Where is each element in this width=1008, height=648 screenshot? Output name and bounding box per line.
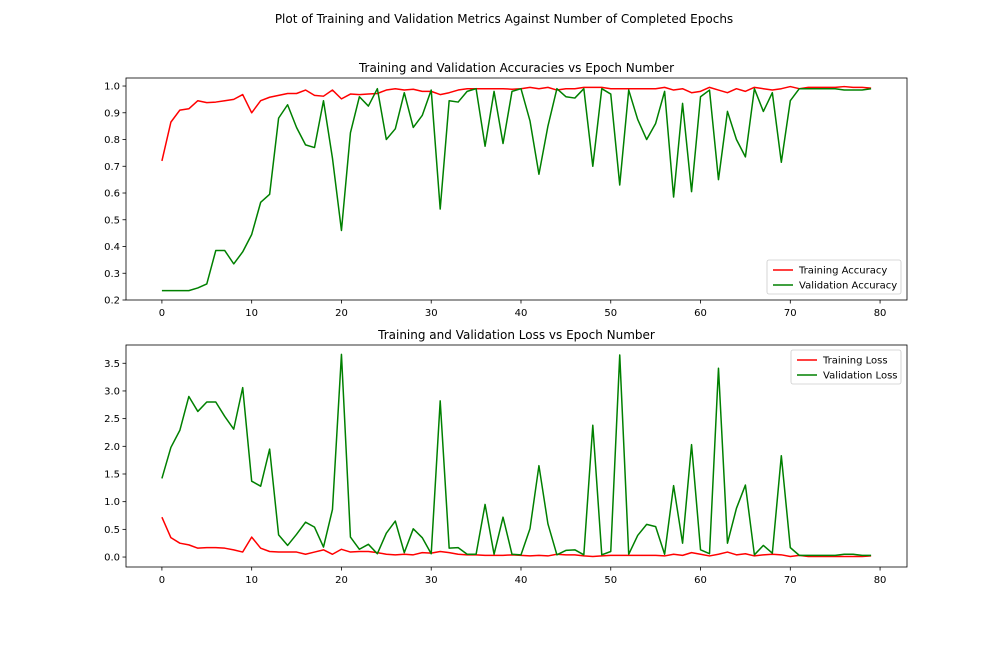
x-tick-label: 50 <box>604 308 617 319</box>
x-tick-label: 40 <box>515 575 528 586</box>
accuracy-panel: Training and Validation Accuracies vs Ep… <box>104 61 908 319</box>
x-tick-label: 70 <box>784 575 797 586</box>
y-tick-label: 2.5 <box>104 414 120 425</box>
y-tick-label: 0.8 <box>104 135 120 146</box>
x-tick-label: 20 <box>335 308 348 319</box>
legend: Training Accuracy Validation Accuracy <box>766 259 902 295</box>
legend-label-training-accuracy: Training Accuracy <box>798 266 887 277</box>
legend-label-validation-loss: Validation Loss <box>823 371 898 382</box>
y-tick-label: 0.2 <box>104 296 120 307</box>
x-tick-label: 0 <box>159 308 165 319</box>
axes-frame <box>125 77 908 301</box>
x-tick-label: 0 <box>159 575 165 586</box>
y-tick-label: 0.4 <box>104 242 120 253</box>
x-tick-label: 80 <box>874 308 887 319</box>
y-tick-label: 0.0 <box>104 553 120 564</box>
y-tick-label: 0.5 <box>104 525 120 536</box>
y-tick-label: 3.5 <box>104 359 120 370</box>
x-tick-label: 60 <box>694 308 707 319</box>
x-tick-label: 60 <box>694 575 707 586</box>
legend-box <box>766 259 902 295</box>
x-tick-label: 50 <box>604 575 617 586</box>
legend: Training Loss Validation Loss <box>790 349 902 385</box>
y-tick-label: 0.9 <box>104 108 120 119</box>
legend-label-validation-accuracy: Validation Accuracy <box>799 281 897 292</box>
x-tick-label: 10 <box>245 308 258 319</box>
x-tick-label: 10 <box>245 575 258 586</box>
y-tick-label: 0.3 <box>104 269 120 280</box>
series-line-validation-loss <box>161 353 872 557</box>
x-tick-label: 30 <box>425 575 438 586</box>
x-tick-label: 30 <box>425 308 438 319</box>
series-line-validation-accuracy <box>161 87 872 292</box>
x-tick-label: 40 <box>515 308 528 319</box>
y-tick-label: 0.7 <box>104 162 120 173</box>
series-line-training-accuracy <box>161 85 872 162</box>
x-tick-label: 20 <box>335 575 348 586</box>
y-tick-label: 1.0 <box>104 497 120 508</box>
legend-label-training-loss: Training Loss <box>822 356 888 367</box>
y-tick-label: 1.5 <box>104 469 120 480</box>
y-tick-label: 1.0 <box>104 82 120 93</box>
loss-panel: Training and Validation Loss vs Epoch Nu… <box>104 328 908 586</box>
subplot-title: Training and Validation Accuracies vs Ep… <box>358 61 674 75</box>
legend-box <box>790 349 902 385</box>
subplot-title: Training and Validation Loss vs Epoch Nu… <box>377 328 655 342</box>
y-tick-label: 0.5 <box>104 215 120 226</box>
y-tick-label: 0.6 <box>104 189 120 200</box>
y-tick-label: 3.0 <box>104 386 120 397</box>
axes-frame <box>125 344 908 568</box>
figure-suptitle: Plot of Training and Validation Metrics … <box>275 12 733 26</box>
series-line-training-loss <box>161 516 872 558</box>
x-tick-label: 80 <box>874 575 887 586</box>
y-tick-label: 2.0 <box>104 442 120 453</box>
x-tick-label: 70 <box>784 308 797 319</box>
